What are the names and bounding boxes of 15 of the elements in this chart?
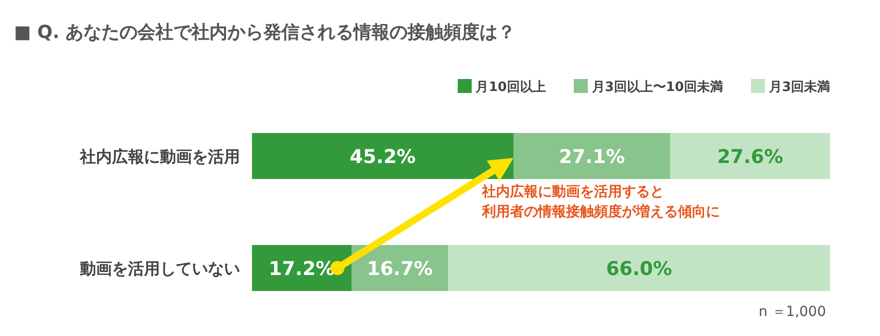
annotation: 利用者の情報接触頻度が増える傾向に <box>481 203 720 220</box>
data-label: 66.0% <box>606 258 672 280</box>
legend-label: 月10回以上 <box>474 80 546 95</box>
data-label: 45.2% <box>350 146 416 168</box>
chart-title: ■ Q. あなたの会社で社内から発信される情報の接触頻度は？ <box>14 22 516 43</box>
y-tick-label: 動画を活用していない <box>79 259 240 278</box>
data-label: 27.6% <box>717 146 784 168</box>
y-tick-label: 社内広報に動画を活用 <box>79 147 240 166</box>
data-label: 16.7% <box>366 258 433 280</box>
legend-label: 月3回未満 <box>768 80 830 95</box>
annotation: n ＝1,000 <box>758 304 826 320</box>
data-label: 17.2% <box>268 258 335 280</box>
annotation: 社内広報に動画を活用すると <box>481 183 664 200</box>
data-label: 27.1% <box>558 146 625 168</box>
legend-label: 月3回以上〜10回未満 <box>590 80 723 95</box>
